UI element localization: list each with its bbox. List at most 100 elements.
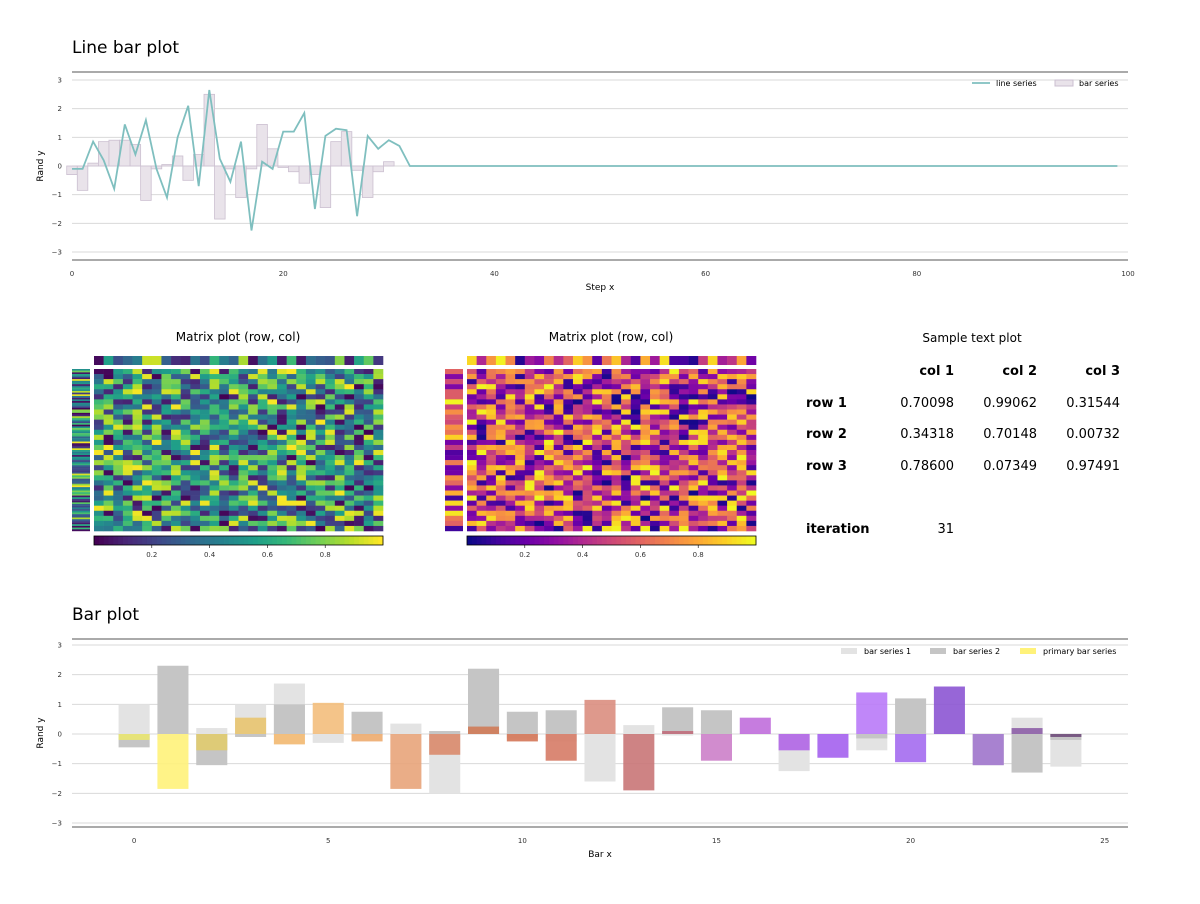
heatmap-cell bbox=[248, 384, 259, 390]
heatmap-cell bbox=[515, 404, 526, 410]
heatmap-cell bbox=[707, 379, 718, 385]
heatmap-cell bbox=[659, 429, 670, 436]
heatmap-cell bbox=[476, 515, 487, 522]
heatmap-cell bbox=[659, 475, 670, 481]
row-strip-cell bbox=[72, 438, 90, 441]
heatmap-cell bbox=[161, 409, 172, 415]
heatmap-cell bbox=[640, 404, 651, 410]
heatmap-cell bbox=[572, 475, 583, 481]
heatmap-cell bbox=[161, 369, 172, 375]
heatmap-cell bbox=[296, 475, 307, 481]
heatmap-cell bbox=[257, 374, 268, 380]
row-strip-cell bbox=[445, 505, 463, 511]
heatmap-cell bbox=[238, 500, 249, 506]
bar-primary-bar-series bbox=[856, 692, 888, 734]
heatmap-cell bbox=[467, 485, 477, 491]
table-cell: 0.00732 bbox=[1066, 427, 1120, 442]
heatmap-cell bbox=[334, 409, 345, 415]
heatmap-cell bbox=[717, 485, 728, 491]
heatmap-cell bbox=[640, 520, 651, 527]
heatmap-cell bbox=[354, 490, 365, 496]
heatmap-cell bbox=[505, 409, 516, 415]
heatmap-cell bbox=[238, 470, 249, 476]
heatmap-cell bbox=[94, 490, 104, 496]
heatmap-cell bbox=[267, 444, 278, 451]
heatmap-cell bbox=[238, 460, 249, 466]
heatmap-cell bbox=[717, 394, 728, 400]
heatmap-cell bbox=[354, 480, 365, 486]
heatmap-cell bbox=[678, 424, 689, 431]
heatmap-cell bbox=[601, 475, 612, 481]
heatmap-cell bbox=[132, 379, 143, 385]
row-strip-cell bbox=[72, 529, 90, 532]
heatmap-cell bbox=[582, 379, 593, 385]
heatmap-cell bbox=[267, 414, 278, 420]
heatmap-cell bbox=[334, 510, 345, 517]
heatmap-cell bbox=[534, 495, 545, 501]
heatmap-cell bbox=[476, 374, 487, 380]
heatmap-cell bbox=[94, 475, 104, 481]
heatmap-cell bbox=[486, 485, 497, 491]
heatmap-cell bbox=[315, 505, 326, 512]
heatmap-cell bbox=[305, 434, 316, 441]
heatmap-cell bbox=[640, 485, 651, 491]
heatmap-cell bbox=[553, 424, 564, 431]
colorbar-segment bbox=[267, 536, 273, 545]
heatmap-cell bbox=[94, 439, 104, 446]
heatmap-cell bbox=[209, 470, 220, 476]
heatmap-cell bbox=[534, 409, 545, 415]
row-strip-cell bbox=[445, 444, 463, 451]
heatmap-cell bbox=[344, 439, 355, 446]
heatmap-cell bbox=[553, 460, 564, 466]
heatmap-cell bbox=[640, 495, 651, 501]
heatmap-cell bbox=[315, 384, 326, 390]
heatmap-cell bbox=[515, 399, 526, 405]
colorbar-segment bbox=[659, 536, 665, 545]
colorbar-segment bbox=[305, 536, 312, 545]
heatmap-cell bbox=[325, 419, 336, 425]
heatmap-cell bbox=[277, 389, 287, 395]
heatmap-cell bbox=[727, 369, 738, 375]
heatmap-cell bbox=[659, 495, 670, 501]
heatmap-cell bbox=[515, 525, 526, 532]
heatmap-cell bbox=[103, 404, 114, 410]
heatmap-cell bbox=[621, 429, 632, 436]
bar-plot-ylabel: Rand y bbox=[36, 717, 46, 749]
heatmap-cell bbox=[621, 515, 632, 522]
heatmap-cell bbox=[132, 455, 143, 461]
colorbar-segment bbox=[544, 536, 550, 545]
heatmap-cell bbox=[248, 409, 259, 415]
heatmap-cell bbox=[476, 510, 487, 517]
heatmap-cell bbox=[132, 495, 143, 501]
heatmap-cell bbox=[94, 465, 104, 471]
heatmap-cell bbox=[113, 374, 124, 380]
heatmap-cell bbox=[486, 369, 497, 375]
row-strip-cell bbox=[72, 515, 90, 518]
heatmap-cell bbox=[592, 414, 603, 420]
heatmap-cell bbox=[122, 505, 133, 512]
heatmap-cell bbox=[122, 480, 133, 486]
heatmap-cell bbox=[171, 480, 181, 486]
heatmap-cell bbox=[113, 404, 124, 410]
heatmap-cell bbox=[650, 419, 660, 425]
heatmap-cell bbox=[650, 505, 660, 512]
heatmap-cell bbox=[640, 434, 651, 441]
heatmap-cell bbox=[190, 434, 201, 441]
heatmap-cell bbox=[505, 455, 516, 461]
heatmap-cell bbox=[113, 470, 124, 476]
heatmap-cell bbox=[171, 475, 181, 481]
heatmap-cell bbox=[219, 455, 230, 461]
heatmap-cell bbox=[678, 450, 689, 456]
heatmap-cell bbox=[630, 399, 641, 405]
heatmap-cell bbox=[659, 439, 670, 446]
heatmap-cell bbox=[142, 384, 153, 390]
heatmap-cell bbox=[238, 495, 249, 501]
column-strip-cell bbox=[727, 356, 738, 365]
row-strip-cell bbox=[445, 470, 463, 476]
heatmap-cell bbox=[630, 470, 641, 476]
heatmap-cell bbox=[113, 475, 124, 481]
heatmap-cell bbox=[476, 439, 487, 446]
heatmap-cell bbox=[132, 434, 143, 441]
heatmap-cell bbox=[363, 389, 374, 395]
heatmap-cell bbox=[736, 495, 747, 501]
